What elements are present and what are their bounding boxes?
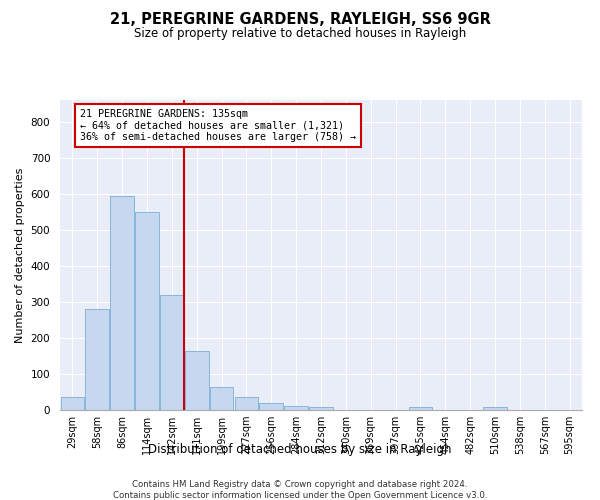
Bar <box>284 406 308 410</box>
Bar <box>309 407 333 410</box>
Text: 21, PEREGRINE GARDENS, RAYLEIGH, SS6 9GR: 21, PEREGRINE GARDENS, RAYLEIGH, SS6 9GR <box>110 12 490 28</box>
Bar <box>160 294 184 410</box>
Text: Contains HM Land Registry data © Crown copyright and database right 2024.: Contains HM Land Registry data © Crown c… <box>132 480 468 489</box>
Bar <box>85 309 109 410</box>
Bar <box>259 403 283 410</box>
Bar <box>61 398 84 410</box>
Text: Contains public sector information licensed under the Open Government Licence v3: Contains public sector information licen… <box>113 491 487 500</box>
Bar <box>409 407 432 410</box>
Bar <box>483 407 507 410</box>
Bar <box>135 212 159 410</box>
Y-axis label: Number of detached properties: Number of detached properties <box>15 168 25 342</box>
Bar <box>210 386 233 410</box>
Bar <box>235 398 258 410</box>
Text: 21 PEREGRINE GARDENS: 135sqm
← 64% of detached houses are smaller (1,321)
36% of: 21 PEREGRINE GARDENS: 135sqm ← 64% of de… <box>80 109 356 142</box>
Text: Distribution of detached houses by size in Rayleigh: Distribution of detached houses by size … <box>148 442 452 456</box>
Bar <box>185 350 209 410</box>
Bar <box>110 196 134 410</box>
Text: Size of property relative to detached houses in Rayleigh: Size of property relative to detached ho… <box>134 28 466 40</box>
